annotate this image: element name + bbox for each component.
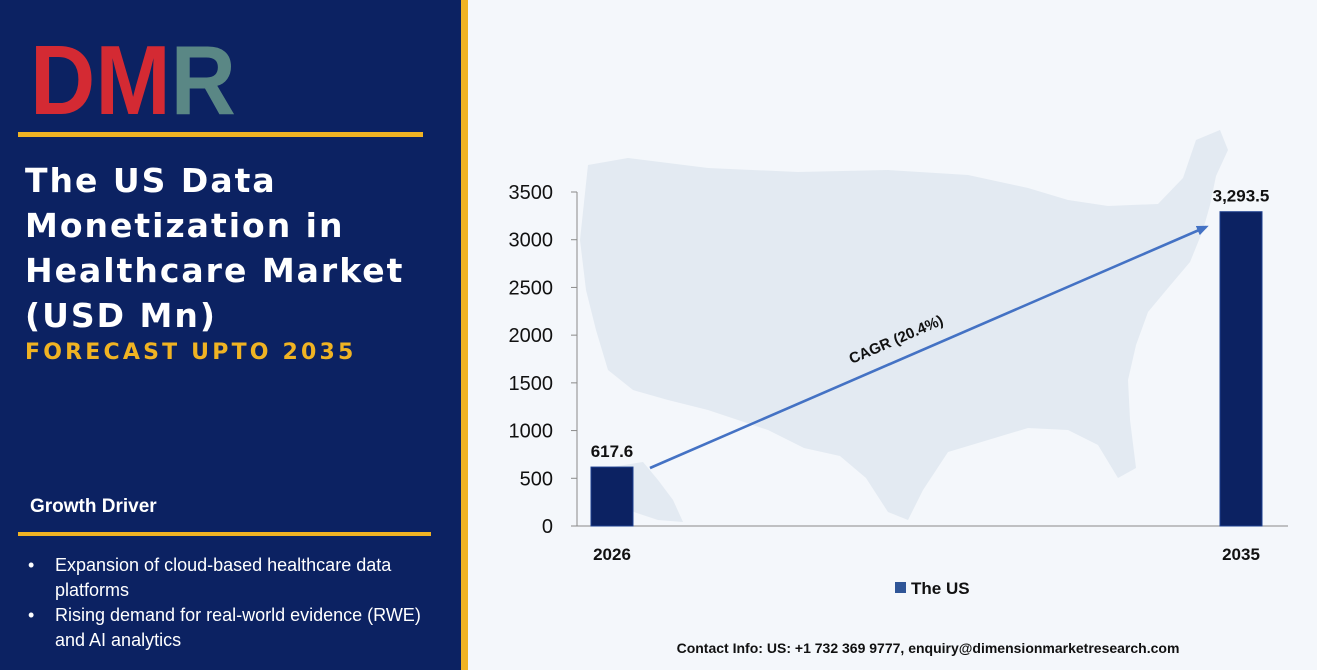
bar-data-label: 3,293.5: [1213, 187, 1270, 206]
legend-swatch: [895, 582, 906, 593]
y-tick-label: 2000: [509, 325, 554, 347]
y-tick-label: 1500: [509, 373, 554, 395]
page-title: The US Data Monetization in Healthcare M…: [25, 161, 405, 335]
contact-label: Contact Info:: [676, 640, 763, 656]
x-tick-label: 2035: [1222, 545, 1260, 564]
growth-driver-item: Expansion of cloud-based healthcare data…: [28, 553, 438, 603]
gold-divider-strip: [461, 0, 468, 670]
legend-label: The US: [911, 579, 970, 598]
y-tick-label: 500: [520, 468, 553, 490]
bar: [1219, 211, 1263, 527]
growth-driver-item: Rising demand for real-world evidence (R…: [28, 603, 438, 653]
logo-text: DMR: [30, 38, 236, 120]
dmr-logo: DMR: [30, 38, 236, 120]
left-panel: DMR The US Data Monetization in Healthca…: [0, 0, 461, 670]
contact-info: Contact Info: US: +1 732 369 9777, enquir…: [618, 640, 1238, 656]
bar-data-label: 617.6: [591, 442, 634, 461]
y-tick-label: 0: [542, 516, 553, 538]
y-tick-label: 1000: [509, 421, 554, 443]
page-subtitle: FORECAST UPTO 2035: [25, 340, 357, 365]
growth-driver-list: Expansion of cloud-based healthcare data…: [28, 553, 438, 653]
bar: [590, 466, 634, 527]
us-map-background: [580, 130, 1228, 520]
growth-driver-divider: [18, 532, 431, 536]
cagr-arrow: [649, 225, 1209, 470]
logo-divider: [18, 132, 423, 137]
chart-panel: 0 500 1000 1500 2000 2500 3000 3500 617.6 2026 3,2…: [468, 0, 1317, 670]
x-tick-label: 2026: [593, 545, 631, 564]
y-tick-label: 3500: [509, 182, 554, 204]
bar-chart: 0 500 1000 1500 2000 2500 3000 3500 617.6 2026 3,2…: [509, 130, 1288, 598]
growth-driver-heading: Growth Driver: [30, 496, 157, 517]
y-tick-label: 3000: [509, 230, 554, 252]
contact-details: US: +1 732 369 9777, enquiry@dimensionma…: [766, 640, 1180, 656]
y-tick-label: 2500: [509, 277, 554, 299]
